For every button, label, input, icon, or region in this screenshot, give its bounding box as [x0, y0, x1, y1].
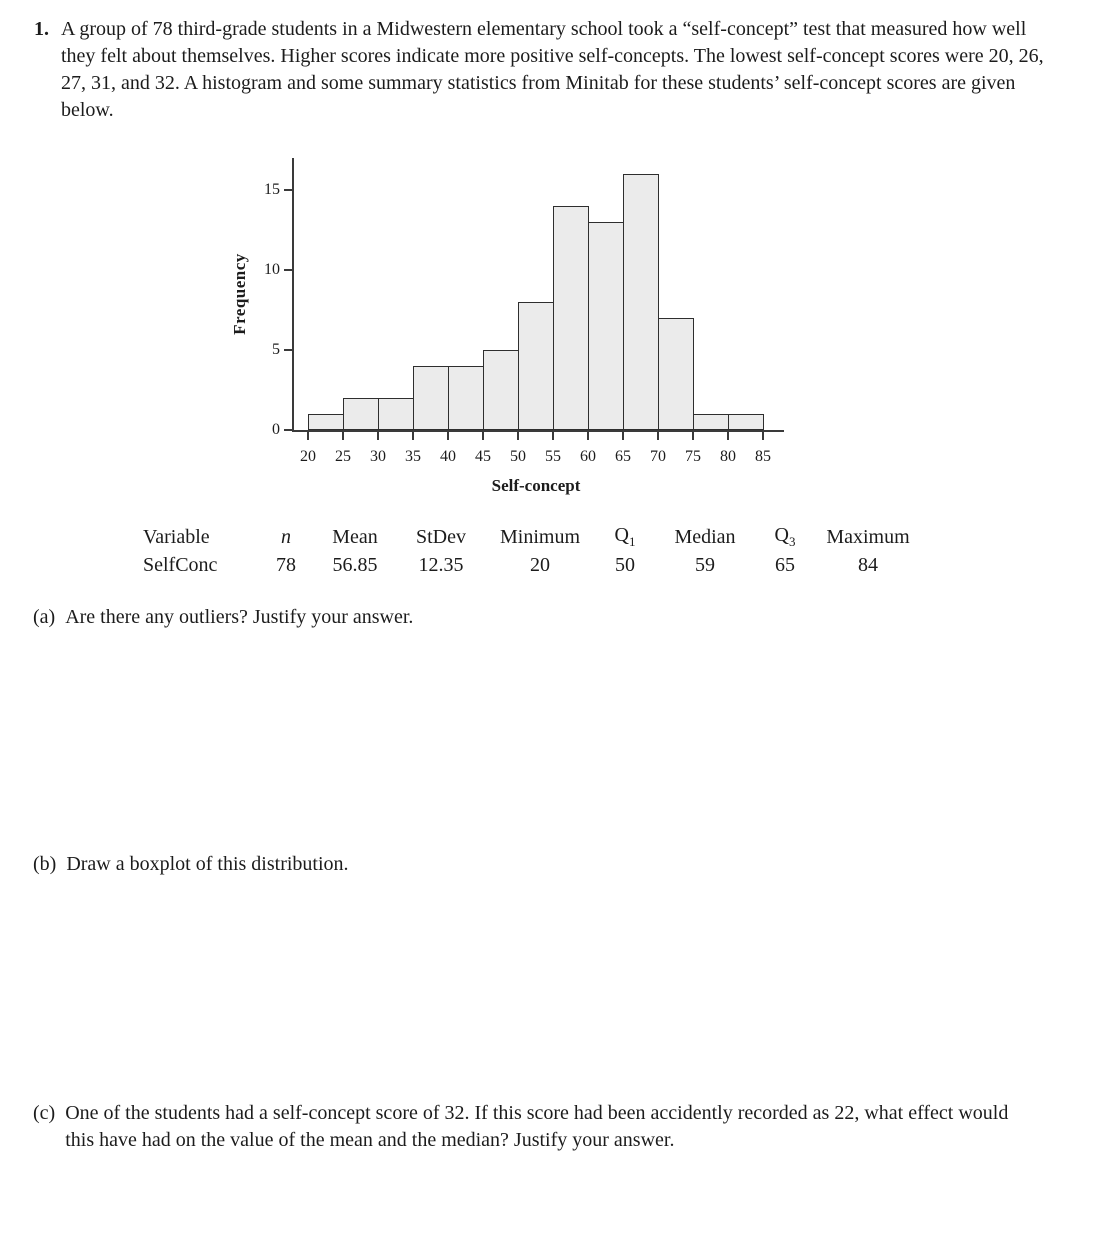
x-tick-label-40: 40: [440, 448, 456, 465]
histogram-bar-55-60: [553, 206, 589, 430]
histogram-bar-25-30: [343, 398, 379, 430]
stats-value-q3: 65: [775, 553, 795, 576]
stats-value-variable: SelfConc: [143, 553, 218, 576]
histogram-bar-70-75: [658, 318, 694, 430]
stats-value-stdev: 12.35: [418, 553, 464, 576]
x-tick-75: [692, 432, 694, 440]
x-tick-label-70: 70: [650, 448, 666, 465]
problem-statement: 1. A group of 78 third-grade students in…: [0, 0, 1095, 124]
x-tick-label-45: 45: [475, 448, 491, 465]
q3-letter: Q: [774, 524, 789, 546]
problem-number: 1.: [34, 18, 49, 40]
stats-value-n: 78: [276, 553, 296, 576]
y-tick-label-10: 10: [264, 261, 280, 278]
y-tick-label-15: 15: [264, 181, 280, 198]
question-a-label: (a): [33, 606, 56, 628]
x-tick-label-55: 55: [545, 448, 561, 465]
x-tick-label-85: 85: [755, 448, 771, 465]
y-tick-0: [284, 429, 292, 431]
stats-header-n: n: [281, 525, 291, 548]
stats-value-q1: 50: [615, 553, 635, 576]
stats-header-stdev: StDev: [416, 525, 466, 548]
histogram-figure: Frequency Self-concept 20 25 30 35 40 45 50 55 6…: [230, 158, 812, 516]
histogram-bar-60-65: [588, 222, 624, 430]
histogram-bar-20-25: [308, 414, 344, 430]
x-tick-20: [307, 432, 309, 440]
question-b-text: Draw a boxplot of this distribution.: [66, 853, 349, 875]
stats-value-minimum: 20: [530, 553, 550, 576]
stats-header-median: Median: [674, 525, 736, 548]
stats-header-variable: Variable: [143, 525, 210, 548]
y-tick-10: [284, 269, 292, 271]
question-c-label: (c): [33, 1102, 56, 1124]
stats-header-mean: Mean: [332, 525, 378, 548]
histogram-bar-75-80: [693, 414, 729, 430]
question-b-label: (b): [33, 853, 57, 875]
x-tick-65: [622, 432, 624, 440]
question-c-text: One of the students had a self-concept s…: [65, 1102, 1009, 1151]
x-tick-70: [657, 432, 659, 440]
problem-text: A group of 78 third-grade students in a …: [61, 18, 1044, 121]
stats-value-median: 59: [695, 553, 715, 576]
x-tick-label-35: 35: [405, 448, 421, 465]
histogram-bar-45-50: [483, 350, 519, 430]
x-tick-label-80: 80: [720, 448, 736, 465]
stats-table: Variable n Mean StDev Minimum Q1 Median …: [143, 524, 923, 580]
x-tick-label-30: 30: [370, 448, 386, 465]
x-tick-25: [342, 432, 344, 440]
y-tick-5: [284, 349, 292, 351]
histogram-bar-40-45: [448, 366, 484, 430]
stats-header-minimum: Minimum: [499, 525, 580, 548]
y-tick-15: [284, 189, 292, 191]
x-tick-label-75: 75: [685, 448, 701, 465]
x-tick-label-50: 50: [510, 448, 526, 465]
question-b: (b) Draw a boxplot of this distribution.: [0, 851, 1095, 878]
histogram-bar-35-40: [413, 366, 449, 430]
x-tick-85: [762, 432, 764, 440]
stats-value-row: SelfConc 78 56.85 12.35 20 50 59 65 84: [143, 552, 923, 580]
histogram-plot: Frequency Self-concept 20 25 30 35 40 45 50 55 6…: [230, 158, 784, 495]
x-tick-label-65: 65: [615, 448, 631, 465]
x-tick-label-20: 20: [300, 448, 316, 465]
histogram-bar-30-35: [378, 398, 414, 430]
x-tick-45: [482, 432, 484, 440]
stats-value-maximum: 84: [858, 553, 878, 576]
x-tick-30: [377, 432, 379, 440]
y-tick-label-5: 5: [272, 341, 280, 358]
x-axis-title: Self-concept: [491, 476, 581, 495]
x-tick-50: [517, 432, 519, 440]
y-tick-label-0: 0: [272, 421, 280, 438]
histogram-bar-65-70: [623, 174, 659, 430]
stats-header-row: Variable n Mean StDev Minimum Q1 Median …: [143, 524, 923, 552]
x-tick-35: [412, 432, 414, 440]
x-tick-60: [587, 432, 589, 440]
question-a: (a) Are there any outliers? Justify your…: [0, 604, 1095, 631]
q1-letter: Q: [614, 524, 629, 546]
x-tick-label-60: 60: [580, 448, 596, 465]
x-tick-label-25: 25: [335, 448, 351, 465]
stats-header-q1: Q1: [597, 524, 653, 552]
x-tick-40: [447, 432, 449, 440]
q1-subscript: 1: [628, 534, 636, 549]
question-a-text: Are there any outliers? Justify your ans…: [65, 606, 414, 628]
y-axis-title: Frequency: [230, 253, 249, 335]
question-c: (c) One of the students had a self-conce…: [0, 1100, 1095, 1154]
stats-value-mean: 56.85: [332, 553, 378, 576]
stats-header-maximum: Maximum: [826, 525, 910, 548]
stats-header-q3: Q3: [757, 524, 813, 552]
q3-subscript: 3: [788, 534, 796, 549]
histogram-bar-50-55: [518, 302, 554, 430]
x-tick-55: [552, 432, 554, 440]
x-tick-80: [727, 432, 729, 440]
histogram-bar-80-85: [728, 414, 764, 430]
